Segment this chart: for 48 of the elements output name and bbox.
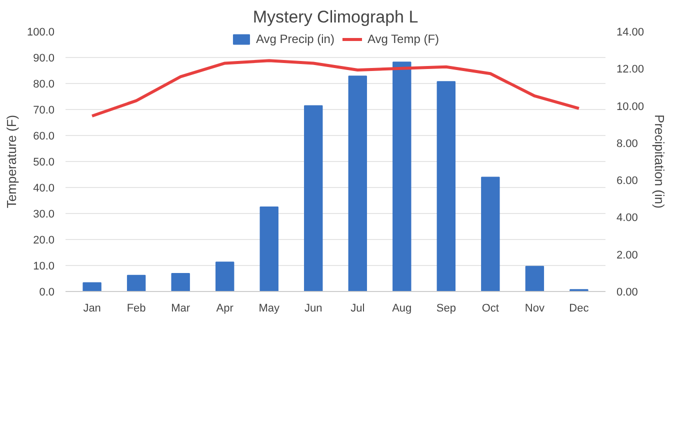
x-tick-label: Oct bbox=[482, 302, 499, 314]
y-tick-label: 20.0 bbox=[33, 234, 55, 246]
bar bbox=[260, 206, 278, 292]
y2-tick-label: 14.00 bbox=[616, 26, 644, 38]
legend-label: Avg Temp (F) bbox=[367, 32, 440, 46]
x-tick-label: Jan bbox=[83, 302, 101, 314]
y-tick-label: 50.0 bbox=[33, 156, 55, 168]
y-tick-label: 40.0 bbox=[33, 182, 55, 194]
bar bbox=[525, 266, 544, 292]
y-tick-label: 90.0 bbox=[33, 52, 55, 64]
bar bbox=[481, 176, 500, 292]
bar bbox=[126, 274, 146, 292]
x-tick-label: Aug bbox=[392, 302, 412, 314]
legend-label: Avg Precip (in) bbox=[256, 32, 334, 46]
y-tick-label: 30.0 bbox=[33, 208, 55, 220]
y-tick-label: 10.0 bbox=[33, 260, 55, 272]
x-tick-label: Apr bbox=[216, 302, 234, 314]
y-tick-label: 60.0 bbox=[33, 130, 55, 142]
bar bbox=[436, 81, 456, 292]
x-tick-label: Dec bbox=[569, 302, 590, 314]
y2-tick-label: 4.00 bbox=[616, 212, 638, 224]
y2-tick-label: 10.00 bbox=[616, 100, 644, 113]
x-tick-label: Jul bbox=[350, 302, 365, 314]
x-tick-label: Nov bbox=[524, 302, 545, 314]
bar bbox=[304, 105, 323, 292]
bar bbox=[171, 272, 190, 292]
y-tick-label: 100.0 bbox=[26, 26, 55, 38]
x-tick-label: May bbox=[258, 302, 280, 314]
y2-tick-label: 2.00 bbox=[616, 249, 638, 262]
y2-tick-label: 0.00 bbox=[616, 286, 638, 298]
y-tick-label: 80.0 bbox=[33, 78, 55, 90]
y-tick-label: 70.0 bbox=[33, 104, 55, 116]
bar bbox=[392, 62, 412, 292]
y2-tick-label: 8.00 bbox=[616, 138, 638, 150]
y-axis-title: Temperature (F) bbox=[4, 114, 19, 208]
line-series bbox=[90, 59, 580, 118]
x-tick-label: Sep bbox=[436, 302, 456, 314]
bar bbox=[348, 76, 367, 292]
bar bbox=[82, 282, 102, 292]
x-tick-label: Jun bbox=[304, 302, 322, 314]
y2-tick-label: 12.00 bbox=[616, 64, 644, 76]
chart-title: Mystery Climograph L bbox=[252, 8, 418, 26]
y2-axis-title: Precipitation (in) bbox=[652, 114, 668, 208]
x-tick-label: Mar bbox=[171, 302, 190, 314]
y2-tick-label: 6.00 bbox=[616, 175, 638, 188]
bar bbox=[215, 262, 234, 292]
y-tick-label: 0.0 bbox=[39, 286, 55, 298]
x-tick-label: Feb bbox=[126, 302, 146, 314]
